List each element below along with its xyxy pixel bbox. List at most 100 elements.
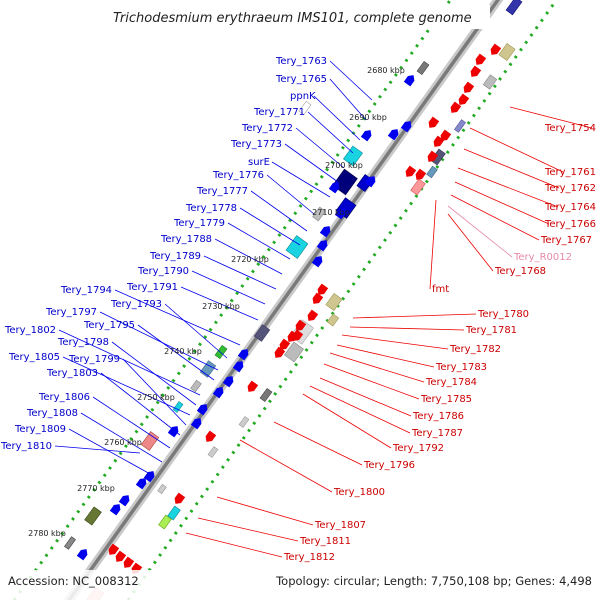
- leader-tery-1803: [100, 372, 181, 436]
- leader-tery-1784: [329, 352, 425, 383]
- leader-tery-1810: [54, 445, 141, 454]
- gene-arrow-45: [428, 116, 440, 128]
- gene-block-26: [498, 42, 516, 62]
- label-tery-1762: Tery_1762: [544, 183, 596, 194]
- gene-block-13: [84, 506, 102, 526]
- leader-tery-1793: [164, 303, 228, 359]
- label-tery-1765: Tery_1765: [275, 74, 327, 85]
- leader-tery-1806: [92, 396, 171, 449]
- map-title: Trichodesmium erythraeum IMS101, complet…: [113, 11, 472, 26]
- label-tery-1777: Tery_1777: [196, 186, 248, 197]
- label-tery-1796: Tery_1796: [363, 460, 415, 471]
- gene-arrow-23: [475, 53, 487, 65]
- kbp-label-9: 2770 kbp: [77, 484, 115, 493]
- leader-tery-1805: [62, 356, 191, 416]
- label-tery-1811: Tery_1811: [299, 536, 351, 547]
- label-tery-1784: Tery_1784: [425, 377, 477, 388]
- label-tery-1810: Tery_1810: [0, 441, 52, 452]
- leader-tery-1789: [203, 255, 277, 290]
- leader-ppnk: [313, 95, 361, 141]
- gene-block-10: [190, 379, 202, 393]
- label-tery-1792: Tery_1792: [392, 443, 444, 454]
- label-tery-1797: Tery_1797: [45, 307, 97, 318]
- gene-labels: Tery_1763 Tery_1765 ppnK Tery_1771 Tery_1772…: [0, 56, 596, 563]
- gene-arrow-12: [196, 404, 208, 416]
- gene-block-18: [284, 341, 304, 363]
- label-tery-1809: Tery_1809: [14, 424, 66, 435]
- leader-sure: [271, 161, 331, 198]
- label-tery-1785: Tery_1785: [420, 394, 472, 405]
- label-tery-1778: Tery_1778: [185, 203, 237, 214]
- label-ppnk: ppnK: [290, 91, 316, 102]
- leader-tery-1798: [111, 341, 197, 406]
- gene-block-31: [207, 446, 219, 458]
- leader-tery-1785: [323, 363, 420, 400]
- title-box: Trichodesmium erythraeum IMS101, complet…: [106, 5, 490, 29]
- label-fmt: fmt: [432, 284, 449, 295]
- leader-tery-1767: [450, 194, 540, 241]
- label-tery-1802: Tery_1802: [4, 325, 56, 336]
- leader-tery-1781: [349, 326, 465, 331]
- gene-arrow-31: [317, 283, 329, 295]
- gene-block-20: [326, 313, 340, 327]
- gene-block-30: [259, 387, 273, 403]
- kbp-ticks: 2680 kbp 2690 kbp 2700 kbp 2710 kbp 2720 kbp…: [28, 66, 405, 538]
- gene-arrow-28: [440, 129, 452, 141]
- kbp-label-10: 2780 kbp: [28, 529, 66, 538]
- label-tery-1764: Tery_1764: [544, 202, 596, 213]
- gene-arrow-4: [334, 208, 346, 220]
- label-tery-1771: Tery_1771: [253, 107, 305, 118]
- kbp-label-3: 2710 kbp: [312, 208, 350, 217]
- label-tery-1776: Tery_1776: [212, 170, 264, 181]
- leader-tery-1782: [341, 334, 449, 350]
- gene-block-24: [454, 119, 466, 133]
- gene-arrow-43: [123, 556, 135, 568]
- gene-arrow-26: [458, 93, 470, 105]
- gene-arrow-46: [415, 168, 427, 180]
- gene-arrow-32: [312, 292, 324, 304]
- leader-tery-1796: [273, 421, 363, 466]
- gene-arrow-47: [405, 165, 417, 177]
- label-tery-1779: Tery_1779: [173, 218, 225, 229]
- leader-tery-1754: [509, 106, 593, 129]
- gene-arrow-11: [212, 387, 224, 399]
- gene-arrow-18: [109, 504, 121, 516]
- leader-tery-1766: [454, 181, 550, 225]
- leader-tery-1773: [284, 143, 339, 183]
- label-tery-1812: Tery_1812: [283, 552, 335, 563]
- label-tery-1783: Tery_1783: [435, 362, 487, 373]
- gene-arrow-2: [387, 129, 399, 141]
- leader-tery-1811: [197, 517, 299, 542]
- gene-arrow-33: [307, 309, 319, 321]
- label-sure: surE: [248, 157, 270, 168]
- label-tery-1806: Tery_1806: [38, 392, 90, 403]
- gene-block-5: [312, 206, 326, 222]
- gene-block-29: [238, 416, 250, 428]
- gene-block-28: [505, 0, 523, 16]
- leader-tery-1787: [309, 385, 411, 434]
- label-tery-1799: Tery_1799: [68, 354, 120, 365]
- gene-arrow-48: [287, 330, 299, 342]
- accession-text: Accession: NC_008312: [8, 574, 139, 588]
- gene-arrow-9: [232, 361, 244, 373]
- leader-tery-1772: [295, 127, 345, 169]
- dot-track-outer: [126, 0, 559, 600]
- leader-tery-1812: [185, 532, 283, 558]
- dot-track-inner: [12, 0, 453, 600]
- gene-arrow-36: [279, 338, 291, 350]
- gene-arrow-25: [463, 81, 475, 93]
- leader-tery-1763: [329, 60, 373, 101]
- kbp-label-1: 2690 kbp: [349, 113, 387, 122]
- label-tery-1754: Tery_1754: [544, 123, 596, 134]
- gene-arrow-8: [237, 349, 249, 361]
- gene-block-27: [482, 74, 498, 90]
- leader-tery-1791: [180, 286, 259, 321]
- gene-block-0: [298, 100, 312, 116]
- leader-tery-1807: [216, 496, 314, 526]
- gene-block-6: [285, 235, 309, 259]
- label-tery-1794: Tery_1794: [60, 285, 112, 296]
- gene-arrow-13: [190, 418, 202, 430]
- leader-tery-1786: [319, 377, 412, 417]
- feature-track: [64, 0, 523, 600]
